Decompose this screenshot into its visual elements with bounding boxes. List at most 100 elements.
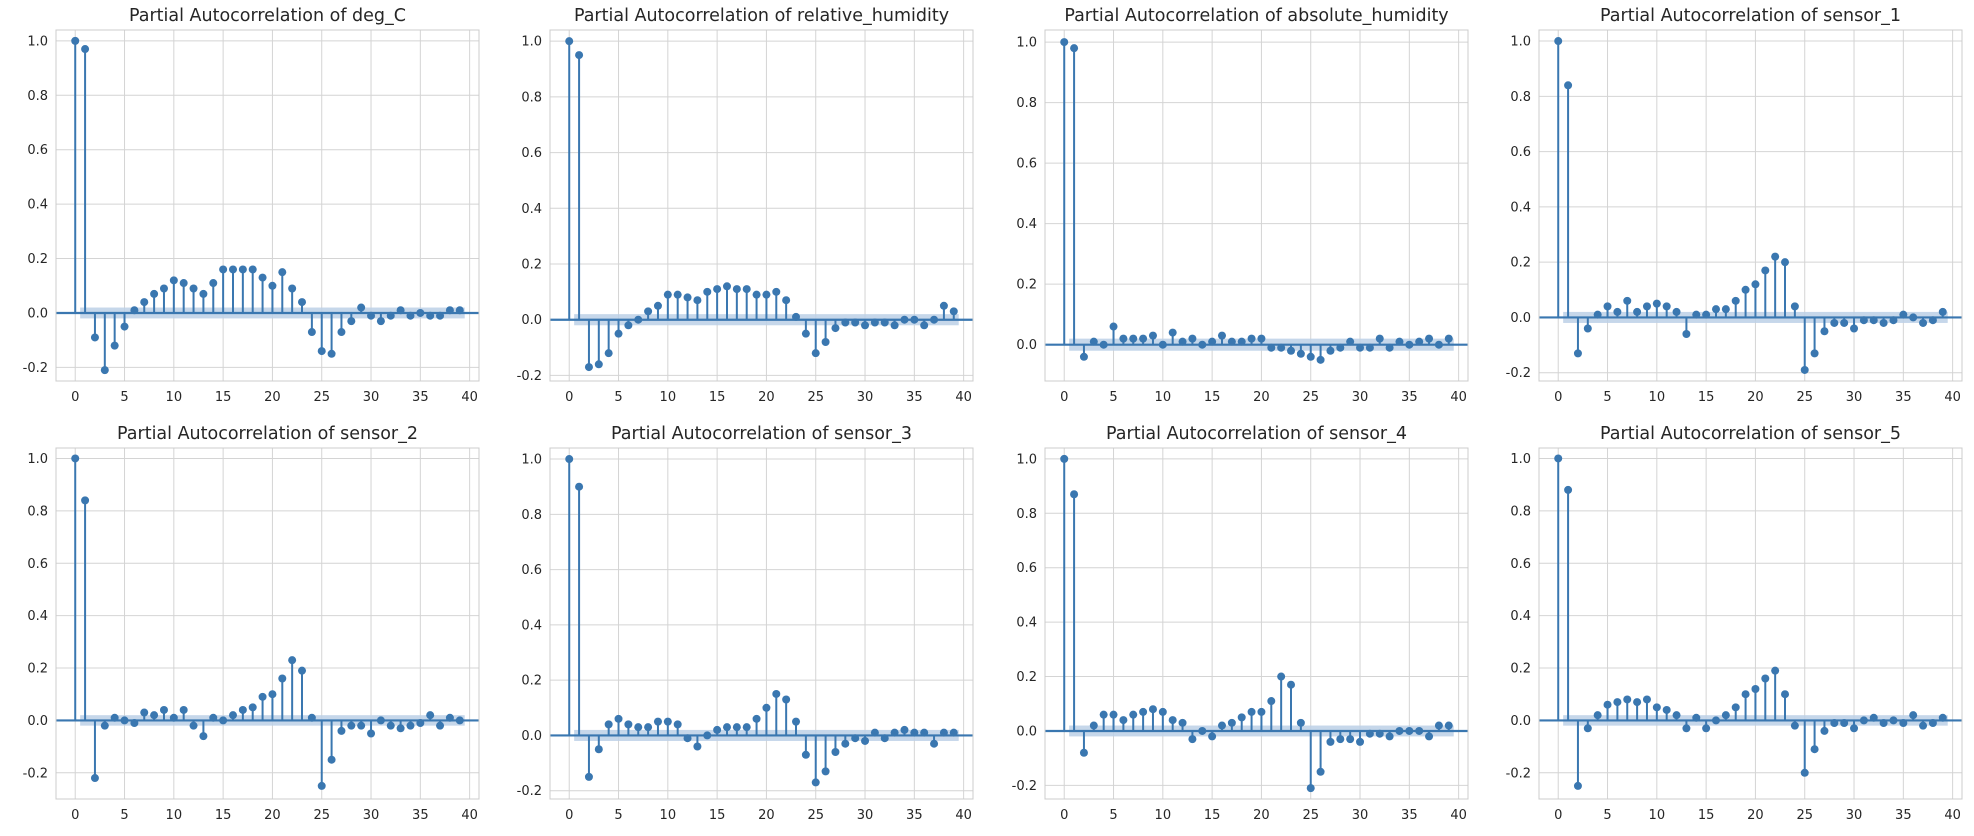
stem-marker — [1820, 726, 1829, 735]
pacf-panel: Partial Autocorrelation of sensor_1 0 5 10 1… — [1506, 6, 1963, 405]
stem-marker — [396, 724, 405, 733]
stem-marker — [742, 723, 751, 732]
stem-marker — [209, 713, 218, 722]
x-tick-label: 15 — [1698, 808, 1715, 823]
stem-marker — [357, 721, 366, 730]
stem-marker — [1099, 340, 1108, 349]
stem-marker — [1178, 718, 1187, 727]
stem-marker — [644, 307, 653, 316]
stem-marker — [90, 333, 99, 342]
stem-marker — [1919, 721, 1928, 730]
y-tick-label: 0.0 — [27, 306, 48, 321]
plot-frame — [1044, 447, 1469, 800]
y-tick-label: 0.6 — [1510, 557, 1531, 572]
stem-marker — [1928, 316, 1937, 325]
x-tick-label: 35 — [906, 390, 923, 405]
stem-marker — [1692, 713, 1701, 722]
stem-marker — [1879, 719, 1888, 728]
y-tick-label: 0.0 — [521, 729, 542, 744]
y-tick-label: 0.4 — [521, 618, 542, 633]
stem-marker — [81, 496, 90, 505]
stem-marker — [634, 723, 643, 732]
stem-marker — [1564, 485, 1573, 494]
stem-marker — [1079, 748, 1088, 757]
stem-marker — [1731, 296, 1740, 305]
stem-marker — [1247, 334, 1256, 343]
stem-marker — [219, 716, 228, 725]
stem-marker — [575, 482, 584, 491]
stem-marker — [307, 328, 316, 337]
stem-marker — [1306, 784, 1315, 793]
stem-marker — [900, 725, 909, 734]
x-tick-label: 0 — [1060, 390, 1068, 405]
stem-marker — [1405, 340, 1414, 349]
stem-marker — [1702, 310, 1711, 319]
stem-marker — [298, 298, 307, 307]
y-tick-label: 1.0 — [27, 452, 48, 467]
stem-marker — [1633, 698, 1642, 707]
stem-marker — [1919, 318, 1928, 327]
stem-marker — [1089, 337, 1098, 346]
y-tick-label: 0.8 — [1510, 90, 1531, 105]
stem-marker — [831, 324, 840, 333]
stem-marker — [110, 713, 119, 722]
stem-marker — [209, 279, 218, 288]
x-tick-label: 30 — [1352, 808, 1369, 823]
stem-marker — [1119, 334, 1128, 343]
stem-marker — [821, 338, 830, 346]
y-tick-label: 1.0 — [1016, 452, 1037, 467]
x-tick-label: 40 — [1450, 808, 1467, 823]
y-tick-label: 0.0 — [1016, 724, 1037, 739]
stem-marker — [851, 318, 860, 327]
stem-marker — [278, 268, 287, 277]
pacf-panel: Partial Autocorrelation of sensor_5 0 5 10 1… — [1506, 424, 1963, 823]
stem-marker — [1889, 316, 1898, 325]
stem-marker — [1395, 337, 1404, 346]
stem-marker — [1326, 346, 1335, 355]
y-tick-label: -0.2 — [23, 766, 48, 781]
stem-marker — [416, 719, 425, 728]
stem-marker — [1129, 334, 1138, 343]
stem-marker — [1642, 302, 1651, 311]
stem-marker — [1741, 285, 1750, 294]
stem-marker — [1702, 724, 1711, 733]
pacf-panel: Partial Autocorrelation of sensor_2 0 5 10 1… — [23, 424, 480, 823]
y-tick-label: 0.6 — [521, 146, 542, 161]
stem-marker — [1415, 726, 1424, 735]
stem-marker — [337, 726, 346, 735]
stem-marker — [199, 289, 208, 298]
stem-marker — [939, 728, 948, 737]
stem-marker — [307, 713, 316, 722]
x-tick-label: 10 — [1649, 390, 1666, 405]
stem-marker — [268, 690, 277, 699]
stem-marker — [1928, 719, 1937, 728]
y-tick-label: 0.2 — [1016, 278, 1037, 293]
stem-marker — [851, 734, 860, 743]
stem-marker — [930, 739, 939, 748]
stem-marker — [693, 296, 702, 305]
stem-marker — [841, 739, 850, 748]
y-tick-label: -0.2 — [23, 361, 48, 376]
stem-marker — [1909, 711, 1918, 720]
y-tick-label: 0.8 — [1016, 507, 1037, 522]
stem-marker — [1850, 324, 1859, 333]
stem-marker — [732, 285, 741, 294]
stem-marker — [782, 695, 791, 704]
stem-marker — [317, 781, 326, 790]
stem-marker — [169, 713, 178, 722]
stem-marker — [1178, 337, 1187, 346]
x-tick-label: 5 — [120, 390, 128, 405]
stem-marker — [317, 347, 326, 356]
stem-marker — [604, 720, 613, 729]
stem-marker — [594, 745, 603, 754]
stem-marker — [1761, 266, 1770, 275]
y-tick-label: 0.4 — [27, 609, 48, 624]
plot-frame — [55, 29, 480, 382]
x-tick-label: 5 — [614, 808, 622, 823]
stem-marker — [861, 736, 870, 745]
stem-marker — [1129, 710, 1138, 719]
chart-title: Partial Autocorrelation of sensor_5 — [1600, 424, 1901, 444]
stem-marker — [939, 301, 948, 310]
x-tick-label: 40 — [1944, 390, 1961, 405]
x-tick-label: 0 — [1060, 808, 1068, 823]
